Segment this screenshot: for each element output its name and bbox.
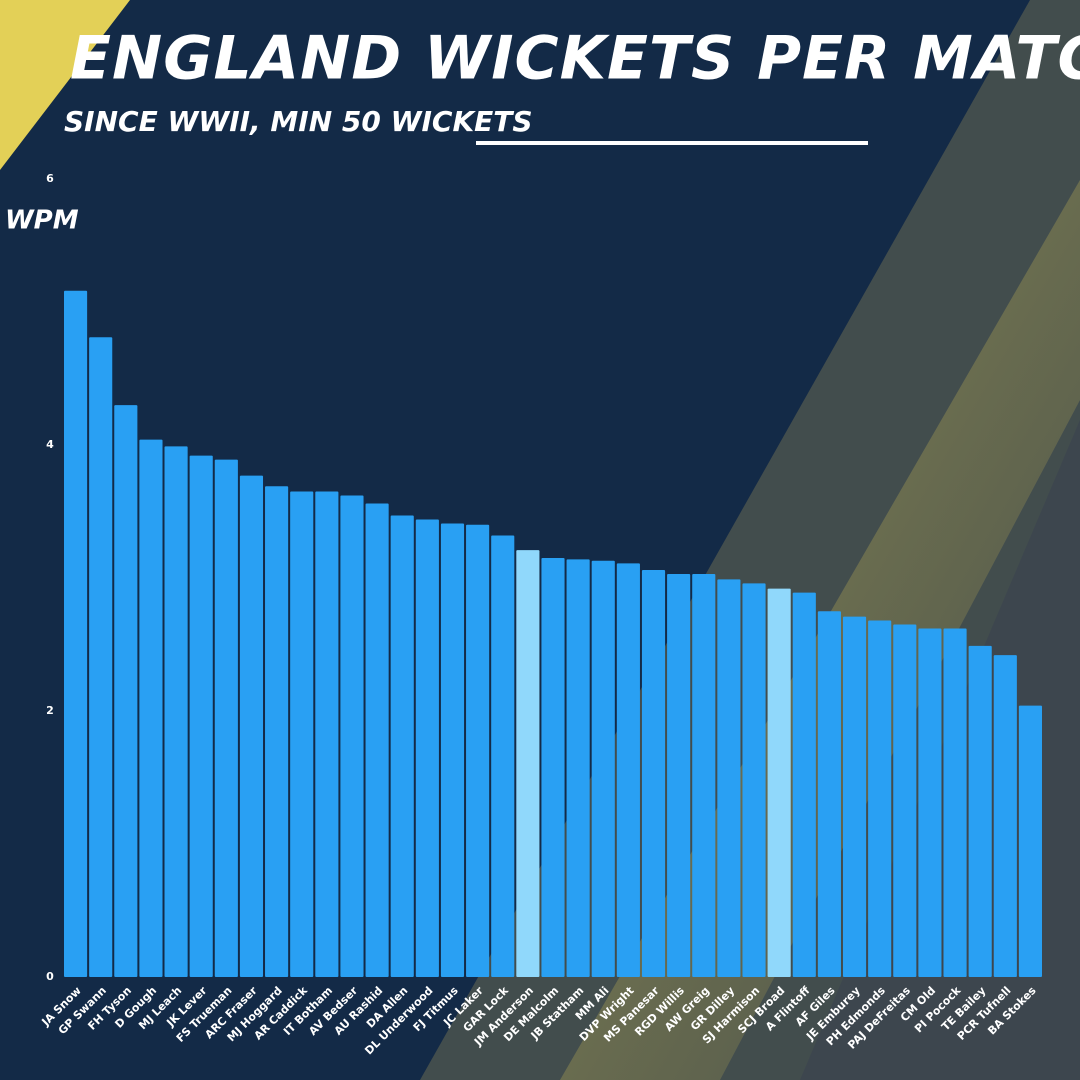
bar <box>541 558 565 977</box>
bar <box>491 535 515 977</box>
bar <box>918 628 942 977</box>
bar <box>415 519 439 977</box>
bar <box>767 588 791 977</box>
y-tick-label: 4 <box>46 438 54 451</box>
bar <box>641 570 666 977</box>
bar <box>365 503 389 977</box>
bar <box>692 574 716 977</box>
bar <box>792 592 816 977</box>
bar <box>164 446 188 978</box>
bar <box>717 579 741 977</box>
bar <box>466 524 490 977</box>
decor <box>0 0 130 170</box>
bar <box>290 491 314 977</box>
bar <box>591 560 615 977</box>
bar <box>817 611 841 977</box>
bar <box>993 655 1017 977</box>
chart-subtitle: SINCE WWII, MIN 50 WICKETS <box>64 105 533 138</box>
y-tick-label: 2 <box>46 704 54 717</box>
bar <box>189 455 213 977</box>
y-tick-label: 0 <box>46 970 54 983</box>
chart-title: ENGLAND WICKETS PER MATCH AWAY <box>70 24 1080 94</box>
bar <box>89 337 113 977</box>
bar <box>340 495 364 977</box>
bar <box>265 486 289 977</box>
bar <box>139 439 163 977</box>
bar <box>968 645 992 977</box>
bar <box>943 628 967 977</box>
bar <box>842 616 867 977</box>
bar <box>440 523 465 977</box>
bar <box>667 574 691 977</box>
bar <box>239 475 264 977</box>
bar <box>516 550 540 977</box>
bar <box>114 405 138 978</box>
bar <box>214 459 238 977</box>
bar <box>742 583 766 977</box>
bar <box>390 515 414 977</box>
y-axis-label: WPM <box>5 206 79 236</box>
bar <box>1018 705 1042 977</box>
bar <box>868 620 892 977</box>
y-tick-label: 6 <box>46 172 54 185</box>
bar <box>616 563 640 977</box>
bar <box>566 559 590 977</box>
bar <box>893 624 917 977</box>
bar <box>64 290 88 978</box>
bar <box>315 491 339 977</box>
